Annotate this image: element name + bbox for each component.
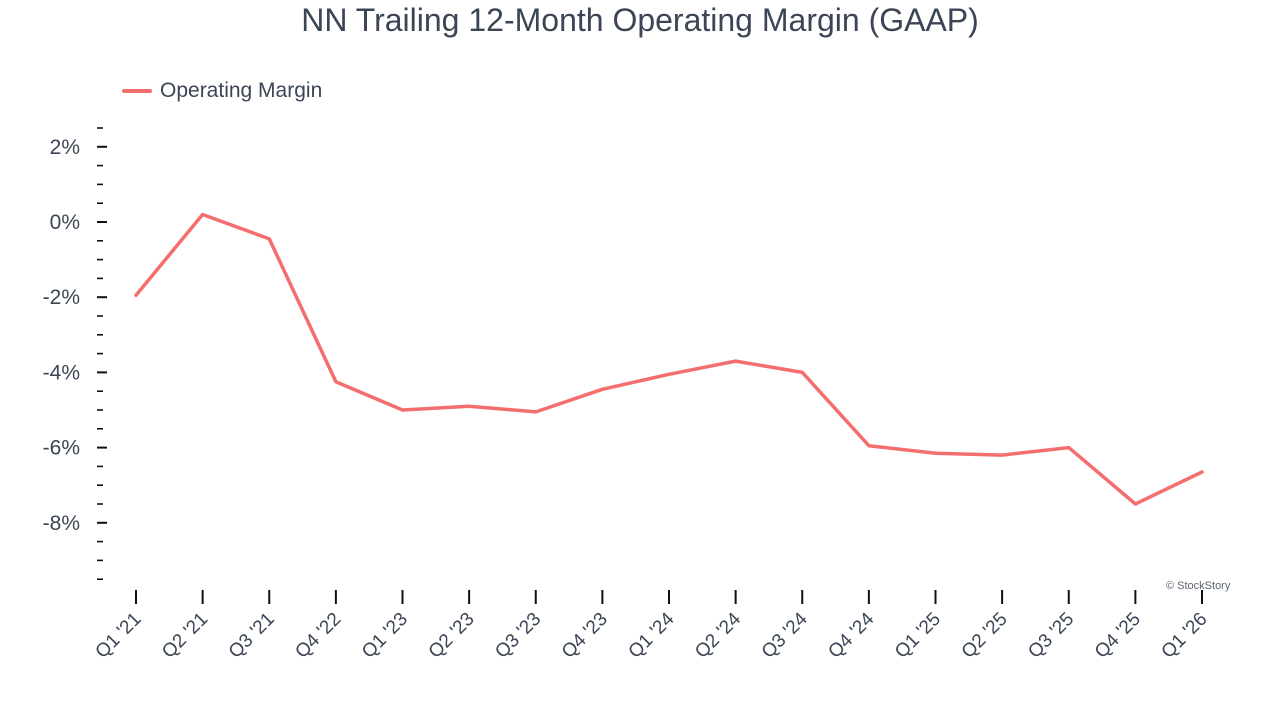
x-tick-label: Q2 '24 (691, 608, 745, 662)
x-tick-label: Q3 '21 (225, 609, 279, 663)
watermark: © StockStory (1166, 580, 1231, 592)
data-point (934, 451, 937, 455)
x-tick-label: Q2 '23 (425, 609, 479, 663)
x-tick-label: Q1 '21 (92, 609, 146, 663)
x-tick-label: Q4 '24 (824, 608, 878, 662)
data-point (534, 410, 538, 414)
data-point (134, 293, 138, 297)
data-point (800, 370, 804, 374)
data-point (600, 387, 604, 391)
x-tick-label: Q2 '21 (158, 609, 212, 663)
legend: Operating Margin (122, 79, 322, 103)
data-point (1200, 470, 1204, 474)
x-tick-label: Q3 '25 (1024, 609, 1078, 663)
data-point (467, 404, 471, 408)
y-tick-label: -8% (43, 512, 80, 535)
y-tick-label: -6% (43, 437, 80, 460)
legend-label: Operating Margin (160, 79, 323, 102)
data-point (1067, 446, 1071, 450)
x-tick-label: Q1 '25 (891, 609, 945, 663)
y-tick-label: 2% (50, 136, 80, 159)
x-tick-label: Q2 '25 (958, 609, 1012, 663)
y-tick-label: -2% (43, 286, 80, 309)
x-tick-label: Q4 '23 (558, 609, 612, 663)
data-point (734, 359, 738, 363)
y-tick-label: -4% (43, 361, 80, 384)
data-point (867, 444, 871, 448)
x-tick-label: Q4 '22 (291, 609, 345, 663)
y-tick-label: 0% (50, 211, 80, 234)
data-point (267, 237, 271, 241)
legend-swatch (122, 89, 152, 93)
x-tick-label: Q3 '23 (491, 609, 545, 663)
data-point (334, 380, 338, 384)
data-point (1000, 453, 1004, 457)
operating-margin-line (134, 212, 1204, 506)
data-point (667, 372, 671, 376)
x-tick-label: Q1 '24 (625, 608, 679, 662)
x-tick-label: Q3 '24 (758, 608, 812, 662)
x-tick-label: Q1 '26 (1158, 609, 1212, 663)
x-tick-label: Q4 '25 (1091, 609, 1145, 663)
data-point (401, 408, 404, 412)
x-tick-label: Q1 '23 (358, 609, 412, 663)
chart-title: NN Trailing 12-Month Operating Margin (G… (301, 2, 979, 38)
data-point (1133, 502, 1137, 506)
data-point (201, 212, 205, 216)
